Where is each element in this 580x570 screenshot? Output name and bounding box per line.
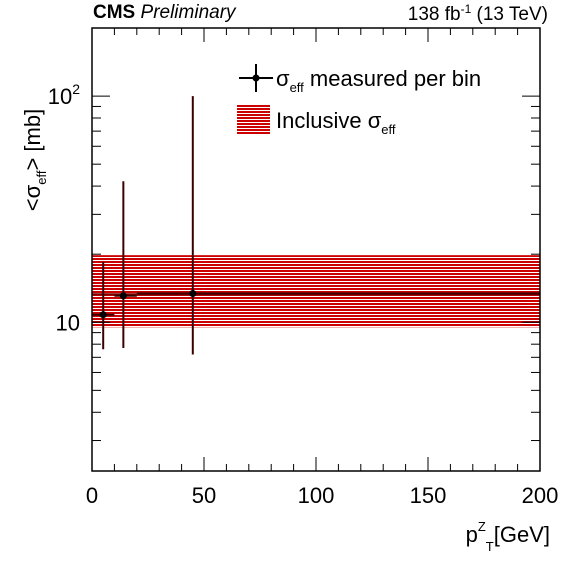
legend-points-label: σeff measured per bin <box>276 66 481 95</box>
y-tick-label: 102 <box>48 81 80 109</box>
legend-points-marker <box>252 74 260 82</box>
data-point-1 <box>99 311 107 319</box>
luminosity-label: 138 fb-1 (13 TeV) <box>408 2 548 26</box>
x-axis-label-sup: Z <box>478 519 486 534</box>
plot-frame <box>91 27 541 472</box>
x-tick-label: 150 <box>410 483 447 508</box>
y-axis-label-close: > [mb] <box>20 109 45 171</box>
y-tick-label: 10 <box>56 310 80 335</box>
inclusive-band <box>92 255 540 328</box>
x-tick-label: 100 <box>298 483 335 508</box>
data-point-2 <box>119 292 127 300</box>
x-axis-label-sub: T <box>486 539 494 554</box>
data-point-3 <box>189 290 197 298</box>
x-tick-label: 0 <box>86 483 98 508</box>
luminosity-value: 138 fb <box>407 4 461 25</box>
y-axis-label-open: <σ <box>20 184 45 211</box>
y-axis-label: <σeff> [mb] <box>20 109 49 211</box>
y-axis-label-sub: eff <box>34 170 49 185</box>
x-tick-label: 200 <box>522 483 559 508</box>
x-axis-label: pZT[GeV] <box>466 519 550 554</box>
x-tick-label: 50 <box>192 483 216 508</box>
legend: σeff measured per bin Inclusive σeff <box>237 64 481 137</box>
experiment-name: CMS <box>93 2 136 23</box>
energy-label: (13 TeV) <box>476 4 548 25</box>
legend-band-swatch <box>237 105 270 135</box>
luminosity-exponent: -1 <box>460 2 472 16</box>
x-axis-label-unit: [GeV] <box>494 522 550 547</box>
legend-band-label: Inclusive σeff <box>276 108 396 137</box>
x-axis-label-main: p <box>466 522 478 547</box>
experiment-status: Preliminary <box>140 2 236 23</box>
experiment-label: CMS Preliminary <box>93 2 236 24</box>
